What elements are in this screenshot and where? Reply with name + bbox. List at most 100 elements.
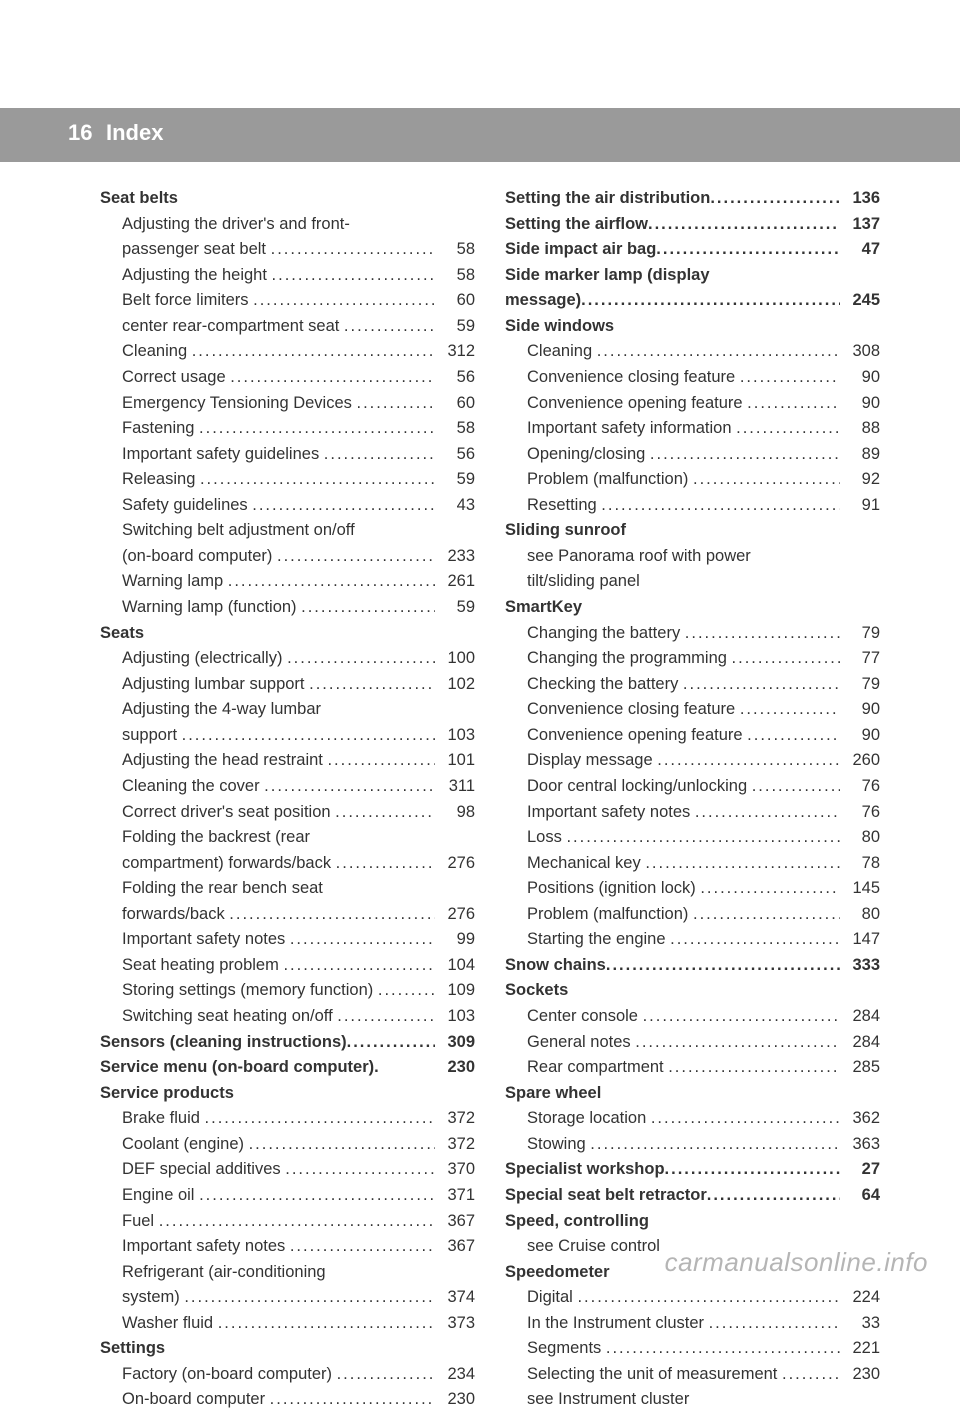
leader-dots: ........................................… — [249, 1132, 435, 1158]
entry-label: Stowing — [527, 1132, 590, 1158]
index-entry: Correct usage ..........................… — [122, 365, 475, 391]
index-entry: Adjusting the head restraint ...........… — [122, 748, 475, 774]
leader-dots: ........................................… — [651, 1106, 840, 1132]
entry-label: Switching seat heating on/off — [122, 1004, 337, 1030]
leader-dots: ........................................… — [378, 978, 435, 1004]
index-entry: Resetting ..............................… — [527, 493, 880, 519]
leader-dots: ........................................… — [643, 1004, 840, 1030]
page-ref: 372 — [435, 1106, 475, 1132]
page-ref: 308 — [840, 339, 880, 365]
index-entry: Switching seat heating on/off ..........… — [122, 1004, 475, 1030]
entry-label: Changing the programming — [527, 646, 732, 672]
index-entry: see Instrument cluster — [527, 1387, 880, 1413]
page-ref: 58 — [435, 237, 475, 263]
entry-label: Convenience opening feature — [527, 723, 747, 749]
index-heading: SmartKey — [505, 595, 880, 621]
index-content: Seat beltsAdjusting the driver's and fro… — [100, 186, 880, 1413]
entry-label: center rear-compartment seat — [122, 314, 344, 340]
index-entry: forwards/back ..........................… — [122, 902, 475, 928]
index-entry: Cleaning ...............................… — [527, 339, 880, 365]
index-heading: Sockets — [505, 978, 880, 1004]
page-ref: 101 — [435, 748, 475, 774]
entry-label: Convenience opening feature — [527, 391, 747, 417]
entry-label: Important safety notes — [122, 1234, 290, 1260]
index-entry: Correct driver's seat position .........… — [122, 800, 475, 826]
entry-label: compartment) forwards/back — [122, 851, 336, 877]
leader-dots: ........................................… — [271, 237, 435, 263]
page-ref: 260 — [840, 748, 880, 774]
page-ref: 58 — [435, 416, 475, 442]
leader-dots: ........................................… — [747, 723, 840, 749]
leader-dots: ........................................… — [290, 927, 435, 953]
entry-label: Convenience closing feature — [527, 365, 740, 391]
index-entry: system) ................................… — [122, 1285, 475, 1311]
index-entry: compartment) forwards/back .............… — [122, 851, 475, 877]
leader-dots: ........................................… — [685, 621, 840, 647]
index-entry: Folding the rear bench seat — [122, 876, 475, 902]
leader-dots: ........................................… — [645, 851, 840, 877]
entry-label: Fuel — [122, 1209, 159, 1235]
entry-label: Important safety guidelines — [122, 442, 324, 468]
leader-dots: ........................................… — [205, 1106, 435, 1132]
entry-label: Mechanical key — [527, 851, 645, 877]
entry-label: Setting the air distribution — [505, 186, 710, 212]
page-ref: 147 — [840, 927, 880, 953]
page-ref: 103 — [435, 723, 475, 749]
entry-label: Setting the airflow — [505, 212, 648, 238]
index-entry: Switching belt adjustment on/off — [122, 518, 475, 544]
index-entry: Important safety information ...........… — [527, 416, 880, 442]
index-entry: Convenience closing feature ............… — [527, 365, 880, 391]
leader-dots: ........................................… — [327, 748, 435, 774]
index-entry: Cleaning ...............................… — [122, 339, 475, 365]
leader-dots: ........................................… — [581, 288, 840, 314]
index-entry: Warning lamp (function) ................… — [122, 595, 475, 621]
index-entry: Center console .........................… — [527, 1004, 880, 1030]
entry-label: Checking the battery — [527, 672, 683, 698]
entry-label: Positions (ignition lock) — [527, 876, 700, 902]
entry-label: Cleaning the cover — [122, 774, 264, 800]
leader-dots: ........................................… — [228, 569, 435, 595]
entry-label: Warning lamp (function) — [122, 595, 301, 621]
entry-label: Emergency Tensioning Devices — [122, 391, 356, 417]
page-ref: 285 — [840, 1055, 880, 1081]
index-entry: Belt force limiters ....................… — [122, 288, 475, 314]
leader-dots: ........................................… — [693, 467, 840, 493]
leader-dots: ........................................… — [287, 646, 435, 672]
page-number: 16 — [68, 120, 92, 146]
page-ref: 312 — [435, 339, 475, 365]
entry-label: Important safety information — [527, 416, 736, 442]
page-ref: 284 — [840, 1004, 880, 1030]
leader-dots: ........................................… — [336, 851, 435, 877]
leader-dots: ........................................… — [710, 186, 840, 212]
entry-label: Rear compartment — [527, 1055, 668, 1081]
index-heading: Seats — [100, 621, 475, 647]
page-ref: 145 — [840, 876, 880, 902]
index-heading: Sliding sunroof — [505, 518, 880, 544]
entry-label: On-board computer — [122, 1387, 270, 1413]
page-ref: 77 — [840, 646, 880, 672]
index-entry: (on-board computer) ....................… — [122, 544, 475, 570]
entry-label: Washer fluid — [122, 1311, 218, 1337]
index-entry: Important safety notes .................… — [122, 1234, 475, 1260]
page-ref: 333 — [840, 953, 880, 979]
page-ref: 103 — [435, 1004, 475, 1030]
index-entry: Adjusting the 4-way lumbar — [122, 697, 475, 723]
entry-label: passenger seat belt — [122, 237, 271, 263]
page-ref: 58 — [435, 263, 475, 289]
page-ref: 371 — [435, 1183, 475, 1209]
entry-label: Adjusting (electrically) — [122, 646, 287, 672]
index-entry: Warning lamp ...........................… — [122, 569, 475, 595]
index-subheading: Snow chains ............................… — [505, 953, 880, 979]
index-entry: Adjusting the height ...................… — [122, 263, 475, 289]
leader-dots: ........................................… — [597, 339, 840, 365]
entry-label: Cleaning — [122, 339, 192, 365]
page-ref: 80 — [840, 902, 880, 928]
page-ref: 90 — [840, 723, 880, 749]
entry-label: Correct usage — [122, 365, 230, 391]
index-subheading: Special seat belt retractor ............… — [505, 1183, 880, 1209]
entry-label: Adjusting lumbar support — [122, 672, 309, 698]
page-ref: 60 — [435, 391, 475, 417]
index-subheading: Setting the airflow ....................… — [505, 212, 880, 238]
page-ref: 261 — [435, 569, 475, 595]
index-entry: Seat heating problem ...................… — [122, 953, 475, 979]
